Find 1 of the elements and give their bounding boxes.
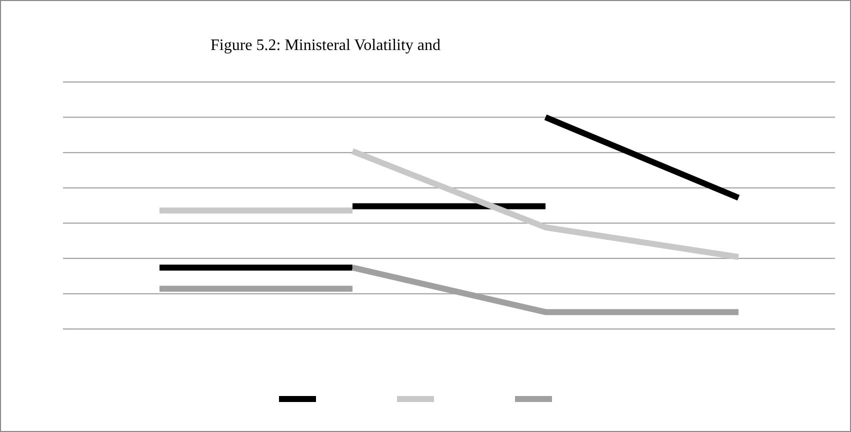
chart-title: Figure 5.2: Ministeral Volatility and xyxy=(210,37,441,54)
